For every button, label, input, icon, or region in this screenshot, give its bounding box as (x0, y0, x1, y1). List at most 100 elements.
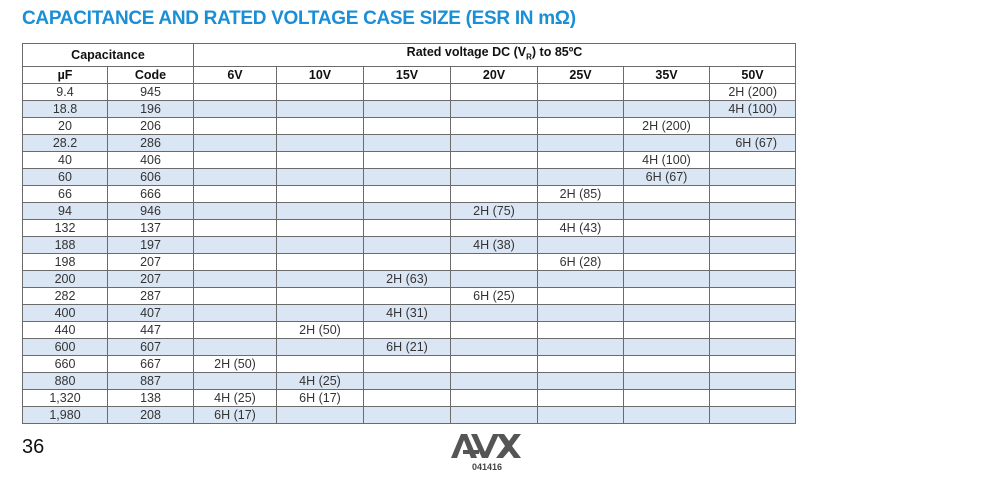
case-size-cell (276, 286, 364, 305)
capacitance-uf-cell: 400 (22, 303, 108, 322)
case-size-cell (363, 405, 451, 424)
voltage-column-header: 10V (276, 65, 364, 84)
case-size-cell (537, 303, 624, 322)
case-size-cell (363, 235, 451, 254)
case-size-cell: 2H (75) (450, 201, 538, 220)
case-size-cell (709, 337, 796, 356)
case-size-cell (709, 354, 796, 373)
voltage-column-header: 20V (450, 65, 538, 84)
table-body: 9.4 945 2H (200) 18.8 196 4H (100) 20 206 2H (20… (22, 82, 796, 424)
case-size-cell (537, 320, 624, 339)
case-size-cell: 4H (25) (276, 371, 364, 390)
case-size-cell (193, 235, 277, 254)
capacitance-code-cell: 197 (107, 235, 194, 254)
capacitance-uf-cell: 1,980 (22, 405, 108, 424)
case-size-cell (709, 252, 796, 271)
case-size-cell (363, 252, 451, 271)
avx-logo-mark (451, 434, 521, 458)
case-size-cell (193, 201, 277, 220)
rated-voltage-header: Rated voltage DC (VR) to 85ºC (193, 43, 796, 67)
capacitance-code-cell: 607 (107, 337, 194, 356)
case-size-cell: 2H (63) (363, 269, 451, 288)
capacitance-uf-cell: 94 (22, 201, 108, 220)
table-row: 400 407 4H (31) (22, 303, 796, 322)
table-row: 440 447 2H (50) (22, 320, 796, 339)
table-row: 1,980 208 6H (17) (22, 405, 796, 424)
case-size-cell (276, 235, 364, 254)
case-size-cell (623, 184, 710, 203)
case-size-cell (276, 405, 364, 424)
case-size-cell (193, 116, 277, 135)
case-size-cell (363, 218, 451, 237)
capacitance-code-cell: 138 (107, 388, 194, 407)
case-size-cell (276, 201, 364, 220)
table-row: 1,320 138 4H (25) 6H (17) (22, 388, 796, 407)
case-size-cell (450, 218, 538, 237)
case-size-cell (276, 303, 364, 322)
capacitance-code-cell: 206 (107, 116, 194, 135)
table-row: 94 946 2H (75) (22, 201, 796, 220)
table-row: 282 287 6H (25) (22, 286, 796, 305)
case-size-cell: 6H (17) (276, 388, 364, 407)
case-size-cell: 6H (28) (537, 252, 624, 271)
capacitance-uf-cell: 200 (22, 269, 108, 288)
case-size-cell: 4H (43) (537, 218, 624, 237)
case-size-cell (450, 150, 538, 169)
code-column-header: Code (107, 65, 194, 84)
case-size-cell (623, 235, 710, 254)
case-size-cell: 6H (25) (450, 286, 538, 305)
capacitance-uf-cell: 132 (22, 218, 108, 237)
case-size-cell (363, 133, 451, 152)
uf-column-header: µF (22, 65, 108, 84)
case-size-cell (363, 354, 451, 373)
case-size-cell (193, 303, 277, 322)
table-row: 188 197 4H (38) (22, 235, 796, 254)
case-size-cell (193, 218, 277, 237)
capacitance-uf-cell: 20 (22, 116, 108, 135)
case-size-cell (537, 337, 624, 356)
case-size-cell (276, 116, 364, 135)
capacitance-uf-cell: 9.4 (22, 82, 108, 101)
capacitance-code-cell: 946 (107, 201, 194, 220)
case-size-cell (623, 99, 710, 118)
case-size-cell (709, 218, 796, 237)
table-row: 28.2 286 6H (67) (22, 133, 796, 152)
case-size-cell (709, 269, 796, 288)
case-size-cell (623, 269, 710, 288)
case-size-cell (276, 337, 364, 356)
case-size-cell (623, 388, 710, 407)
case-size-cell (363, 82, 451, 101)
case-size-cell (276, 218, 364, 237)
capacitance-code-cell: 447 (107, 320, 194, 339)
case-size-cell: 2H (200) (623, 116, 710, 135)
case-size-cell (276, 252, 364, 271)
case-size-cell: 6H (67) (623, 167, 710, 186)
table-row: 132 137 4H (43) (22, 218, 796, 237)
capacitance-code-cell: 286 (107, 133, 194, 152)
case-size-cell (193, 337, 277, 356)
case-size-cell (623, 252, 710, 271)
capacitance-code-cell: 207 (107, 269, 194, 288)
case-size-cell (363, 371, 451, 390)
voltage-column-header: 25V (537, 65, 624, 84)
table-row: 66 666 2H (85) (22, 184, 796, 203)
case-size-cell (623, 82, 710, 101)
capacitance-voltage-table: Capacitance Rated voltage DC (VR) to 85º… (22, 43, 796, 424)
case-size-cell (276, 82, 364, 101)
case-size-cell (623, 286, 710, 305)
capacitance-code-cell: 407 (107, 303, 194, 322)
case-size-cell (363, 286, 451, 305)
capacitance-code-cell: 666 (107, 184, 194, 203)
case-size-cell (193, 320, 277, 339)
case-size-cell (709, 405, 796, 424)
table-row: 200 207 2H (63) (22, 269, 796, 288)
case-size-cell (450, 320, 538, 339)
capacitance-code-cell: 406 (107, 150, 194, 169)
capacitance-uf-cell: 60 (22, 167, 108, 186)
case-size-cell (276, 99, 364, 118)
case-size-cell: 4H (31) (363, 303, 451, 322)
case-size-cell (537, 150, 624, 169)
case-size-cell (623, 354, 710, 373)
capacitance-header: Capacitance (22, 43, 194, 67)
capacitance-code-cell: 606 (107, 167, 194, 186)
